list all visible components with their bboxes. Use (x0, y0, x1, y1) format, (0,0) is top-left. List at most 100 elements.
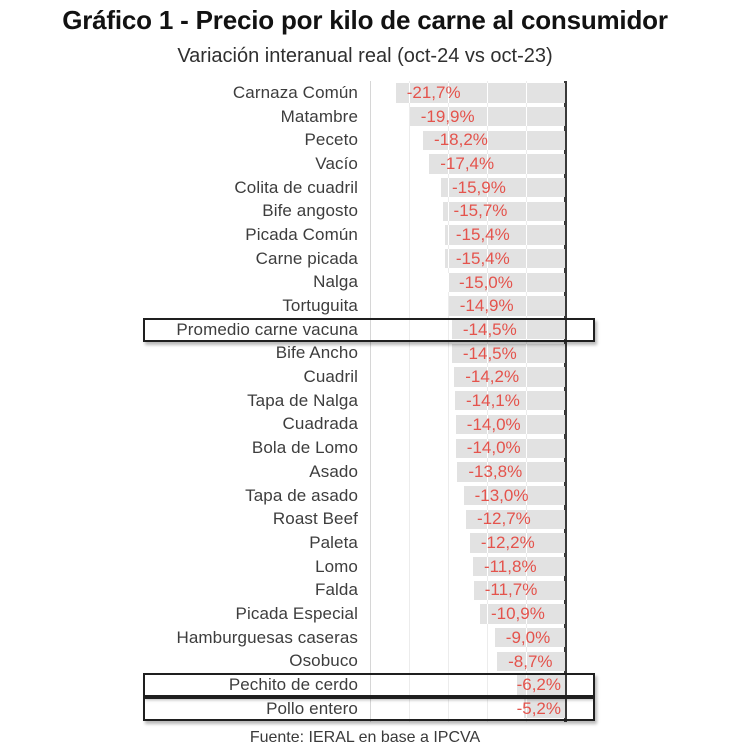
value-label: -18,2% (434, 130, 488, 150)
category-label: Peceto (304, 130, 358, 150)
category-label: Carne picada (255, 248, 358, 268)
category-label: Hamburguesas caseras (176, 627, 358, 647)
category-label: Colita de cuadril (234, 177, 358, 197)
zero-axis-line (564, 81, 567, 722)
chart-row: Peceto -18,2% (0, 128, 730, 152)
category-label: Carnaza Común (232, 82, 358, 102)
plot-cell: -15,4% (370, 223, 565, 247)
gridline (409, 81, 410, 722)
value-label: -14,2% (465, 367, 520, 387)
chart-row: Cuadrada -14,0% (0, 413, 730, 437)
category-label: Bife Ancho (275, 343, 358, 363)
plot-cell: -10,9% (370, 602, 565, 626)
bar (516, 675, 565, 695)
chart-row: Tortuguita -14,9% (0, 294, 730, 318)
chart-rows: Carnaza Común -21,7% Matambre -19,9% Peceto -… (0, 81, 730, 721)
bar (429, 154, 565, 174)
chart-row: Pechito de cerdo -6,2% (0, 673, 730, 697)
category-label: Cuadril (303, 367, 358, 387)
plot-boundary-line (370, 81, 371, 722)
bar (451, 343, 565, 364)
value-label: -14,5% (462, 319, 517, 339)
plot-cell: -14,0% (370, 413, 565, 437)
bar (395, 83, 565, 103)
chart-row: Pollo entero -5,2% (0, 696, 730, 721)
category-label: Paleta (309, 532, 358, 552)
chart-row: Nalga -15,0% (0, 271, 730, 295)
bar (524, 699, 565, 719)
bar (448, 272, 565, 292)
plot-cell: -18,2% (370, 128, 565, 152)
category-label: Picada Especial (235, 603, 358, 623)
bar (455, 414, 565, 435)
bar (444, 225, 565, 245)
chart-row: Carne picada -15,4% (0, 247, 730, 271)
value-label: -5,2% (516, 698, 561, 718)
bar (423, 130, 565, 150)
value-label: -15,9% (451, 177, 506, 197)
chart-row: Matambre -19,9% (0, 105, 730, 129)
bar (463, 485, 565, 506)
chart-row: Carnaza Común -21,7% (0, 81, 730, 105)
plot-cell: -12,7% (370, 507, 565, 531)
chart-row: Hamburguesas caseras -9,0% (0, 626, 730, 650)
value-label: -19,9% (420, 106, 475, 126)
bar (479, 604, 565, 624)
plot-cell: -14,5% (370, 318, 565, 342)
category-label: Pollo entero (266, 698, 358, 718)
value-label: -6,2% (516, 675, 561, 695)
chart-row: Vacío -17,4% (0, 152, 730, 176)
plot-cell: -19,9% (370, 105, 565, 129)
plot-cell: -8,7% (370, 650, 565, 674)
category-label: Matambre (280, 106, 358, 126)
bar (440, 177, 565, 198)
bar (494, 628, 565, 648)
category-label: Promedio carne vacuna (176, 319, 358, 339)
chart-row: Colita de cuadril -15,9% (0, 176, 730, 200)
category-label: Osobuco (289, 651, 358, 671)
chart-row: Promedio carne vacuna -14,5% (0, 317, 730, 342)
plot-cell: -5,2% (370, 697, 565, 721)
chart-row: Picada Común -15,4% (0, 223, 730, 247)
category-label: Nalga (313, 272, 358, 292)
value-label: -21,7% (406, 83, 461, 102)
plot-cell: -15,7% (370, 199, 565, 223)
category-label: Pechito de cerdo (228, 675, 358, 695)
chart-row: Tapa de Nalga -14,1% (0, 389, 730, 413)
plot-cell: -9,0% (370, 626, 565, 650)
plot-cell: -17,4% (370, 152, 565, 176)
value-label: -13,8% (468, 462, 523, 481)
bar (473, 580, 565, 600)
value-label: -12,7% (476, 509, 531, 529)
value-label: -14,5% (462, 343, 517, 363)
chart-row: Paleta -12,2% (0, 531, 730, 555)
category-label: Roast Beef (272, 509, 358, 529)
plot-cell: -14,1% (370, 389, 565, 413)
plot-cell: -11,7% (370, 578, 565, 602)
bar (465, 509, 565, 529)
category-label: Cuadrada (282, 414, 358, 434)
chart-row: Falda -11,7% (0, 578, 730, 602)
value-label: -15,4% (455, 225, 510, 245)
bar (409, 106, 565, 127)
category-label: Vacío (315, 153, 358, 173)
bar (472, 556, 565, 577)
bar (444, 249, 565, 269)
bar (454, 367, 565, 387)
value-label: -14,0% (466, 438, 521, 458)
category-label: Picada Común (245, 224, 358, 244)
chart-row: Tapa de asado -13,0% (0, 484, 730, 508)
category-label: Tortuguita (282, 296, 358, 316)
plot-cell: -15,0% (370, 271, 565, 295)
plot-cell: -14,0% (370, 436, 565, 460)
category-label: Bola de Lomo (251, 438, 358, 458)
chart-row: Picada Especial -10,9% (0, 602, 730, 626)
plot-cell: -14,9% (370, 294, 565, 318)
value-label: -9,0% (505, 627, 551, 647)
value-label: -11,7% (484, 580, 538, 600)
plot-cell: -21,7% (370, 81, 565, 105)
chart-row: Asado -13,8% (0, 460, 730, 484)
value-label: -13,0% (474, 485, 529, 505)
plot-cell: -6,2% (370, 673, 565, 697)
